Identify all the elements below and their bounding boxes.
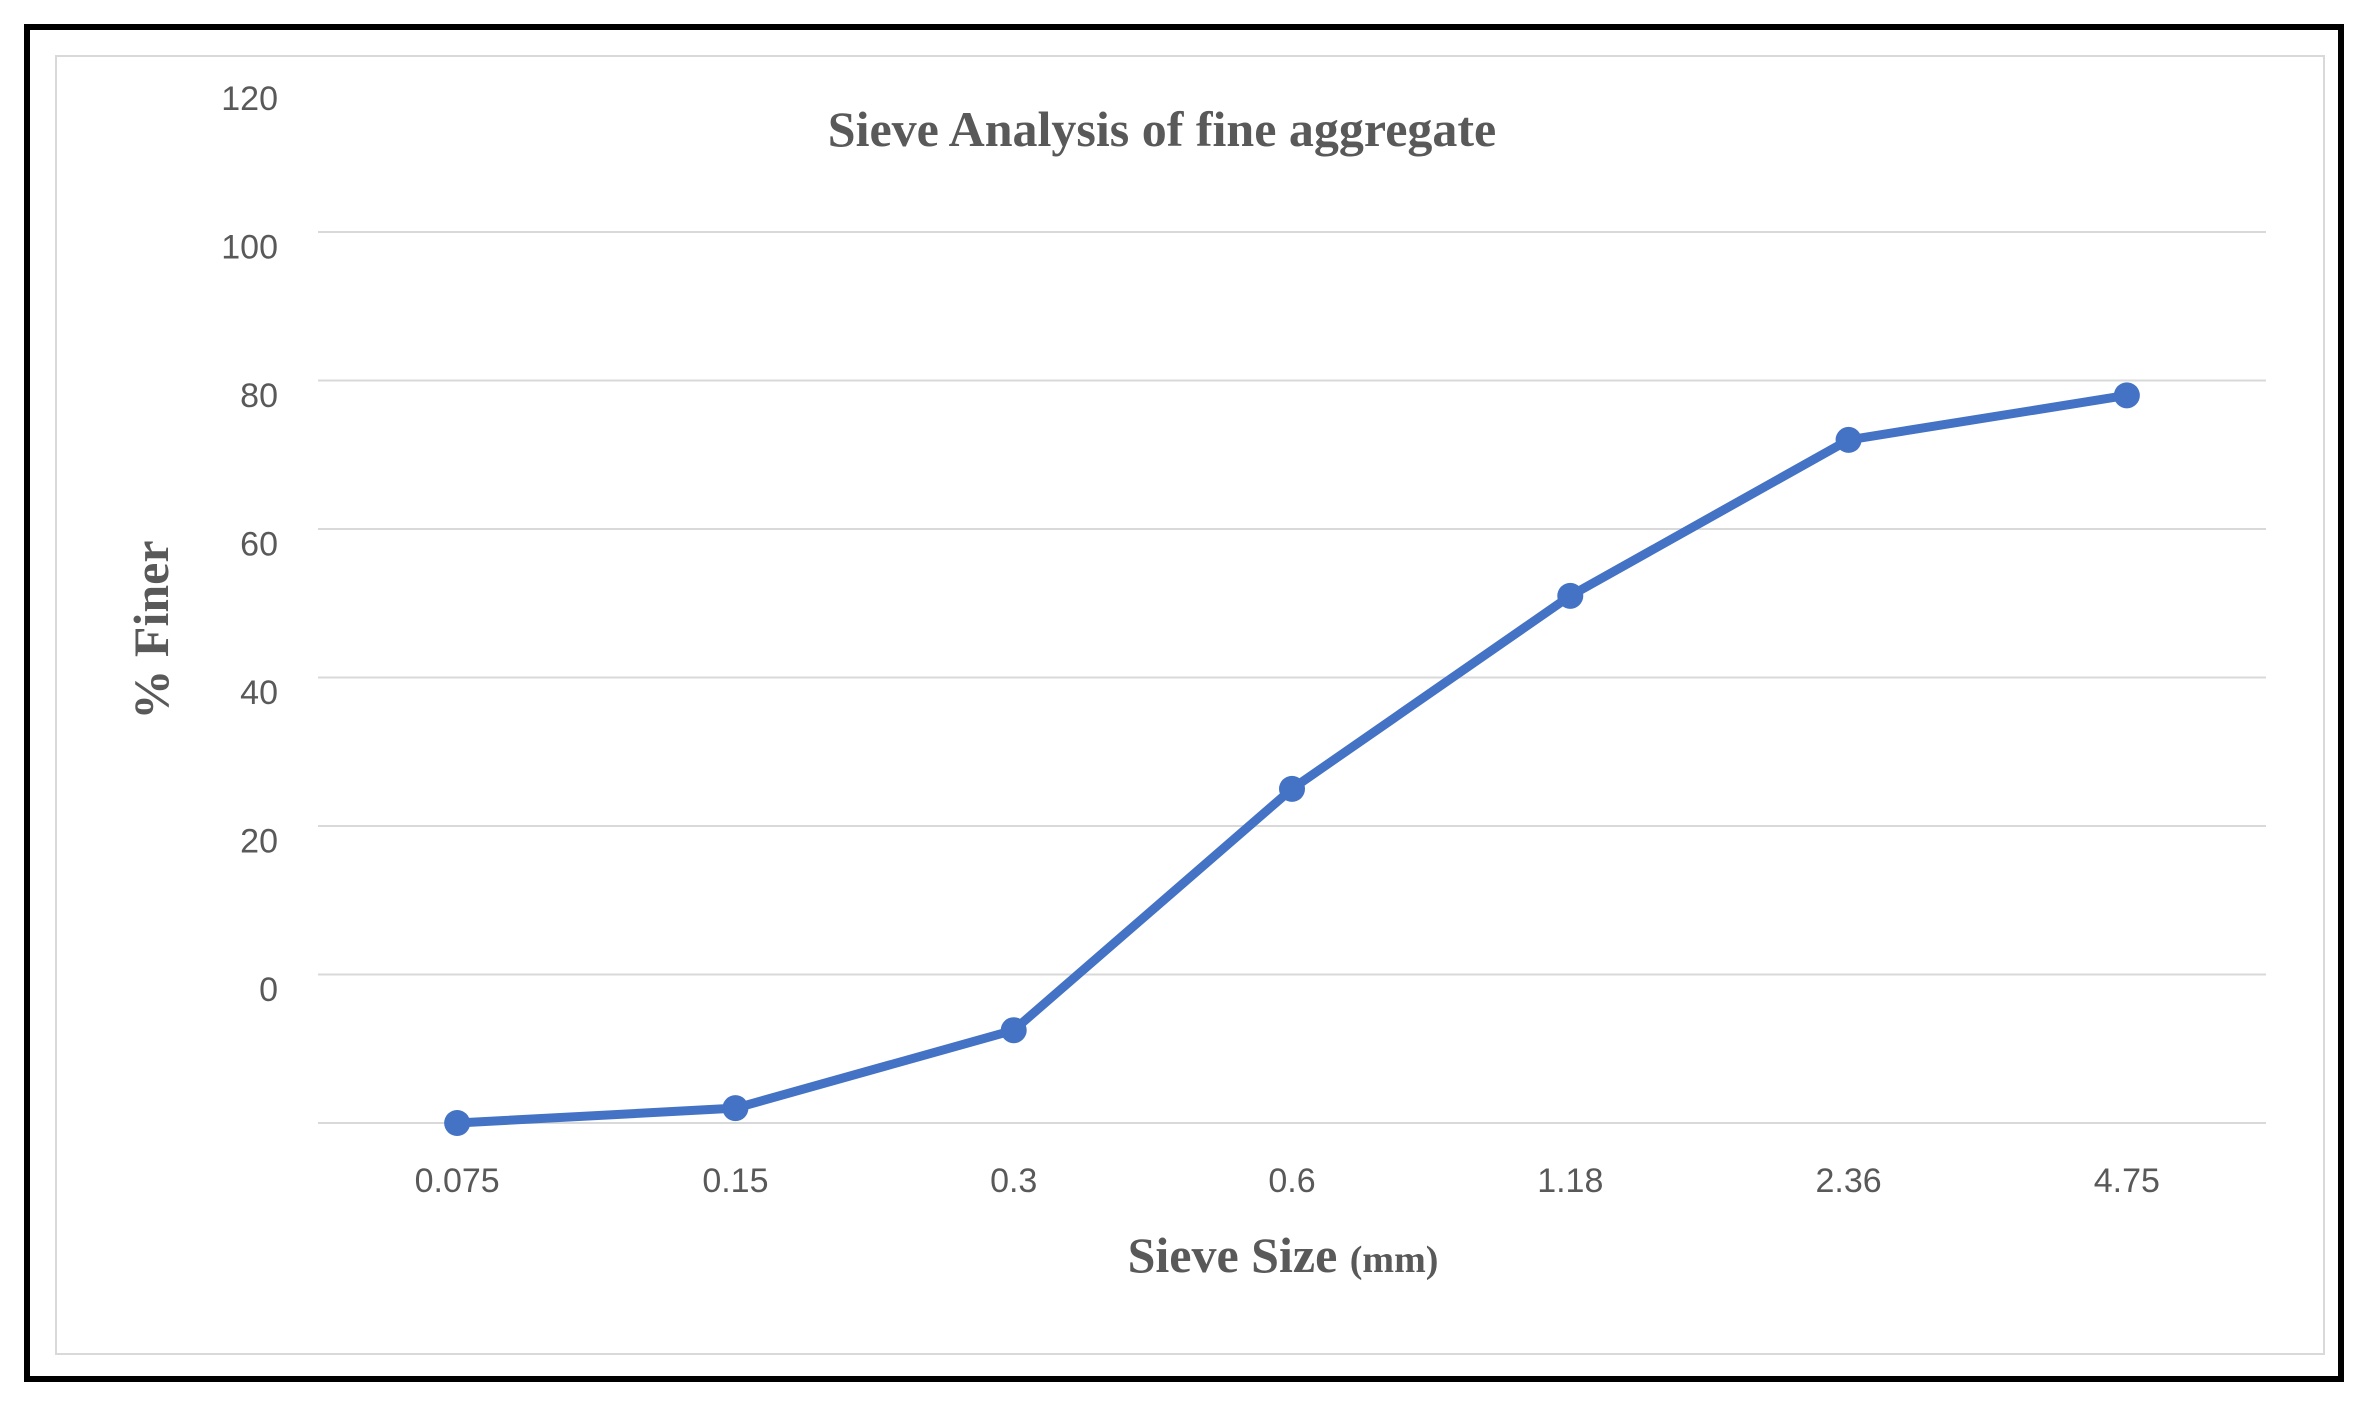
data-point — [722, 1095, 749, 1122]
data-point — [1835, 426, 1862, 453]
y-tick-label: 0 — [259, 971, 278, 1009]
series-group — [444, 382, 2140, 1136]
data-point — [1279, 775, 1305, 802]
y-axis-title: % Finer — [123, 540, 179, 719]
y-tick-label: 20 — [240, 823, 278, 861]
gridlines — [318, 231, 2266, 1124]
y-tick-label: 100 — [221, 229, 278, 267]
y-tick-label: 60 — [240, 526, 278, 564]
data-point — [1000, 1017, 1027, 1044]
x-tick-label: 0.6 — [1268, 1162, 1315, 1200]
x-tick-label: 0.3 — [990, 1162, 1037, 1200]
data-point — [444, 1110, 471, 1136]
x-tick-label: 2.36 — [1815, 1162, 1881, 1200]
x-tick-label: 0.075 — [415, 1162, 500, 1200]
chart-title: Sieve Analysis of fine aggregate — [828, 101, 1496, 157]
x-tick-label: 0.15 — [702, 1162, 768, 1200]
x-tick-label: 1.18 — [1537, 1162, 1603, 1200]
x-axis-title-text: Sieve Size — [1128, 1227, 1338, 1283]
series-line — [452, 390, 2132, 1128]
y-tick-label: 40 — [240, 674, 278, 712]
y-axis-ticks: 0 20 40 60 80 100 120 — [221, 80, 278, 1009]
data-point — [2113, 382, 2140, 409]
x-axis-unit: (mm) — [1350, 1239, 1439, 1281]
y-tick-label: 120 — [221, 80, 278, 118]
y-tick-label: 80 — [240, 377, 278, 415]
chart-area — [55, 55, 2325, 1355]
x-axis-ticks: 0.075 0.15 0.3 0.6 1.18 2.36 4.75 — [415, 1162, 2160, 1200]
x-axis-title: Sieve Size (mm) — [1128, 1227, 1439, 1283]
x-tick-label: 4.75 — [2094, 1162, 2160, 1200]
data-point — [1557, 582, 1584, 609]
